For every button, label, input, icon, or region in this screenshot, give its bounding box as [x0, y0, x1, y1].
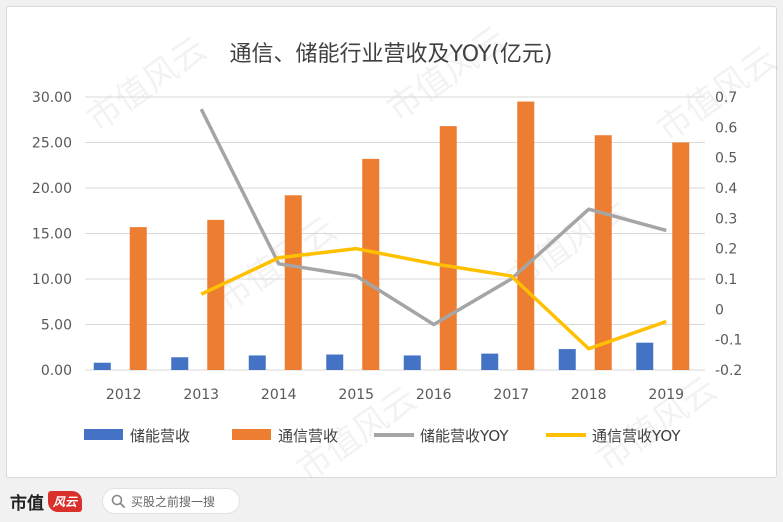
- legend-swatch: [232, 429, 271, 440]
- bar-通信营收: [207, 219, 225, 370]
- y2-tick-label: 0.7: [715, 90, 737, 106]
- y-tick-label: 30.00: [32, 90, 72, 106]
- x-tick-label: 2016: [416, 387, 452, 403]
- y-tick-label: 0.00: [41, 363, 72, 379]
- bar-通信营收: [284, 195, 302, 370]
- y2-tick-label: -0.1: [715, 333, 742, 349]
- y2-tick-label: 0.6: [715, 120, 737, 136]
- legend: 储能营收 通信营收 储能营收YOY 通信营收YOY: [84, 427, 681, 445]
- y-tick-label: 15.00: [32, 227, 72, 243]
- footer: 市值 风云 买股之前搜一搜: [0, 480, 783, 522]
- y2-tick-label: 0.1: [715, 272, 737, 288]
- chart-title: 通信、储能行业营收及YOY(亿元): [230, 42, 553, 67]
- bar-通信营收: [439, 126, 457, 371]
- y2-tick-label: 0.5: [715, 151, 737, 167]
- legend-swatch: [84, 429, 123, 440]
- y2-tick-label: 0.4: [715, 181, 737, 197]
- bars: [93, 101, 690, 371]
- x-tick-label: 2015: [338, 387, 374, 403]
- bar-储能营收: [403, 355, 421, 370]
- bar-通信营收: [594, 135, 612, 370]
- bar-通信营收: [672, 142, 690, 370]
- legend-label: 储能营收: [130, 427, 190, 445]
- x-tick-label: 2018: [571, 387, 607, 403]
- bar-储能营收: [248, 355, 266, 370]
- chart: 通信、储能行业营收及YOY(亿元) 30.00 25.00 20.00 15.00 10…: [32, 42, 742, 445]
- x-tick-label: 2012: [106, 387, 142, 403]
- bar-储能营收: [326, 354, 344, 370]
- bar-储能营收: [636, 342, 654, 370]
- search-icon: [111, 494, 125, 508]
- y-tick-label: 10.00: [32, 272, 72, 288]
- brand-name: 市值: [10, 493, 44, 514]
- bar-通信营收: [517, 101, 535, 371]
- y-tick-label: 25.00: [32, 136, 72, 152]
- legend-label: 储能营收YOY: [420, 427, 509, 445]
- bar-储能营收: [93, 362, 111, 370]
- bar-储能营收: [558, 349, 576, 370]
- brand-logo-mark: 风云: [48, 490, 83, 512]
- lines: [199, 108, 667, 351]
- legend-label: 通信营收YOY: [592, 427, 681, 445]
- gridlines: [85, 96, 705, 371]
- bar-储能营收: [171, 357, 189, 370]
- y2-tick-label: 0.3: [715, 211, 737, 227]
- legend-label: 通信营收: [278, 427, 338, 445]
- bar-通信营收: [362, 158, 380, 370]
- x-tick-label: 2017: [493, 387, 529, 403]
- x-tick-label: 2013: [183, 387, 219, 403]
- x-tick-label: 2014: [261, 387, 297, 403]
- search-placeholder: 买股之前搜一搜: [131, 494, 216, 509]
- bar-储能营收: [481, 353, 499, 370]
- y2-tick-label: -0.2: [715, 363, 742, 379]
- y-tick-label: 20.00: [32, 181, 72, 197]
- x-tick-label: 2019: [648, 387, 684, 403]
- search-bar[interactable]: 买股之前搜一搜: [102, 488, 240, 514]
- y2-tick-label: 0: [715, 302, 724, 318]
- y-tick-label: 5.00: [41, 318, 72, 334]
- axes: 30.00 25.00 20.00 15.00 10.00 5.00 0.00 0.7 0.6 0…: [32, 90, 742, 403]
- brand-logo[interactable]: 市值 风云: [10, 488, 83, 514]
- y2-tick-label: 0.2: [715, 242, 737, 258]
- bar-通信营收: [129, 227, 147, 370]
